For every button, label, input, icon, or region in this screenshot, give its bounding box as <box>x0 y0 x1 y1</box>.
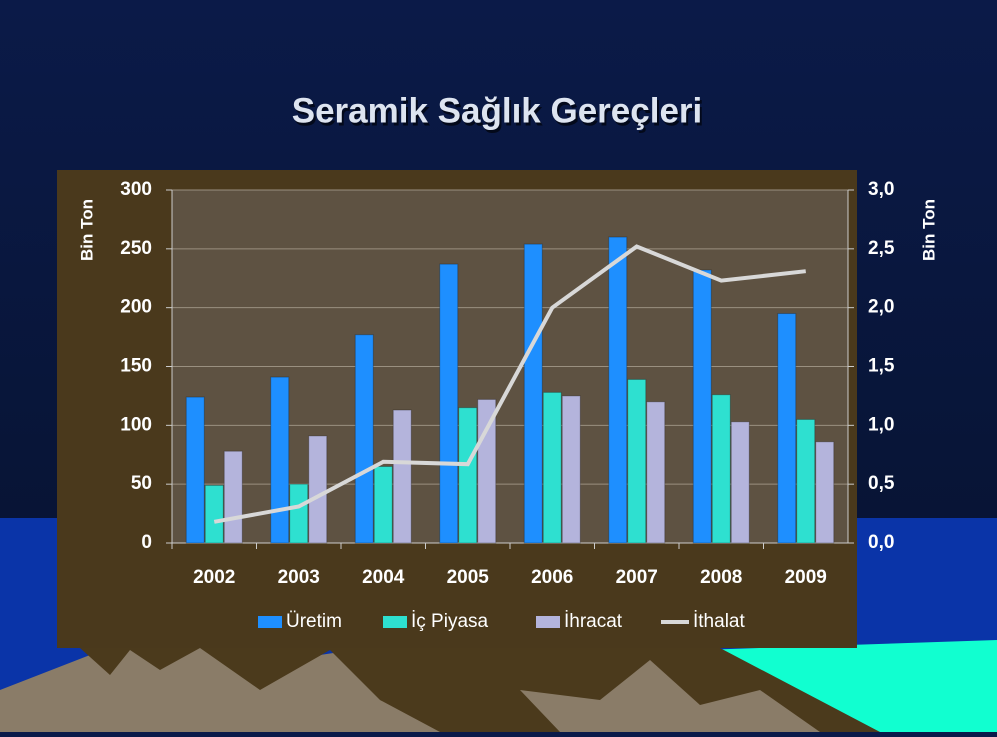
bar <box>224 451 242 543</box>
bar <box>693 270 711 543</box>
legend-label: Üretim <box>286 611 342 632</box>
bar <box>309 436 327 543</box>
bar <box>440 264 458 543</box>
y-tick-label: 150 <box>120 356 152 377</box>
bar <box>393 410 411 543</box>
bar <box>186 397 204 543</box>
bar <box>374 467 392 543</box>
y-tick-label: 0 <box>141 532 152 553</box>
page: Seramik Sağlık Gereçleri Seramik Sağlık … <box>0 0 997 732</box>
legend-label: İhracat <box>564 611 623 632</box>
y2-tick-label: 0,5 <box>868 473 895 494</box>
legend-swatch <box>536 616 560 628</box>
y-tick-label: 300 <box>120 179 152 200</box>
y2-tick-label: 2,0 <box>868 297 894 318</box>
bar <box>271 377 289 543</box>
x-tick-label: 2006 <box>531 567 573 588</box>
y-tick-label: 250 <box>120 238 152 259</box>
y-axis-title: Bin Ton <box>77 199 96 261</box>
y2-tick-label: 2,5 <box>868 238 895 259</box>
y2-axis-title: Bin Ton <box>919 199 938 261</box>
chart-title: Seramik Sağlık Gereçleri <box>292 91 703 130</box>
y2-tick-label: 1,5 <box>868 356 895 377</box>
bar <box>609 237 627 543</box>
x-tick-label: 2002 <box>193 567 235 588</box>
bar <box>459 408 477 543</box>
bar <box>816 442 834 543</box>
x-tick-label: 2003 <box>278 567 320 588</box>
y2-tick-label: 1,0 <box>868 414 894 435</box>
legend-label: İthalat <box>693 611 745 632</box>
y-tick-label: 50 <box>131 473 152 494</box>
y-tick-label: 200 <box>120 297 152 318</box>
bar <box>562 396 580 543</box>
bar <box>355 335 373 543</box>
legend-swatch <box>383 616 407 628</box>
bar <box>205 485 223 543</box>
x-tick-label: 2008 <box>700 567 742 588</box>
bar <box>647 402 665 543</box>
y2-tick-label: 0,0 <box>868 532 894 553</box>
bar <box>778 314 796 543</box>
x-tick-label: 2009 <box>785 567 827 588</box>
x-tick-label: 2004 <box>362 567 405 588</box>
bar <box>543 392 561 543</box>
x-tick-label: 2007 <box>616 567 658 588</box>
bar <box>712 395 730 543</box>
legend-swatch <box>258 616 282 628</box>
bar <box>731 422 749 543</box>
legend-label: İç Piyasa <box>411 611 489 632</box>
bar <box>628 379 646 543</box>
bar <box>524 244 542 543</box>
y2-tick-label: 3,0 <box>868 179 894 200</box>
bar <box>797 419 815 543</box>
slide: Seramik Sağlık Gereçleri Seramik Sağlık … <box>0 0 997 732</box>
y-tick-label: 100 <box>120 414 152 435</box>
x-tick-label: 2005 <box>447 567 490 588</box>
bar <box>290 484 308 543</box>
